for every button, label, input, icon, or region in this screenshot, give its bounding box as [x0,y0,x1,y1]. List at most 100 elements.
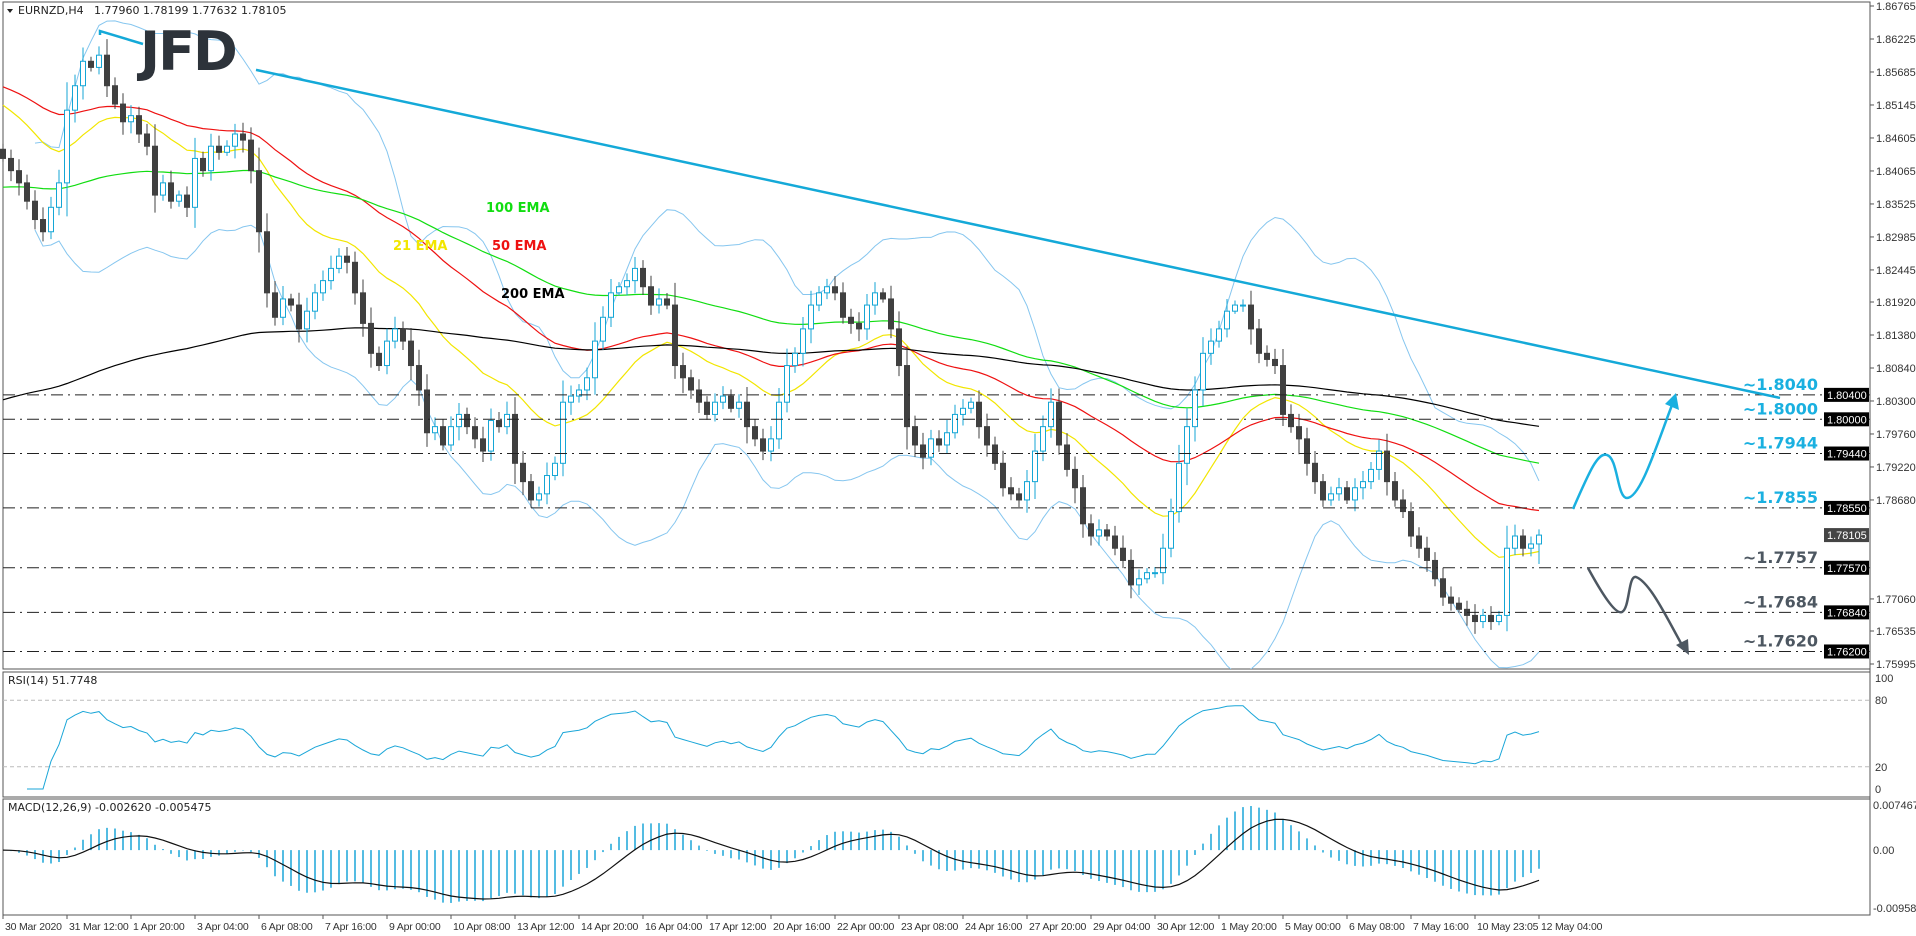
candle [440,419,446,451]
candle-body [24,182,30,202]
candle-body [1040,426,1046,452]
candle [600,306,606,350]
candle [216,135,222,160]
price-axis[interactable]: 1.86765 1.86225 1.85685 1.85145 1.84605 1.840… [1869,1,1916,915]
ohlc-readout: 1.77960 1.78199 1.77632 1.78105 [94,4,286,17]
candle [760,428,766,461]
symbol-label: EURNZD,H4 [18,4,84,17]
candle-body [1016,493,1022,501]
candle-body [1184,426,1190,464]
candle [248,127,254,184]
candle-body [576,389,582,397]
candle-body [888,298,894,330]
candle-body [1480,614,1486,623]
candle [1392,471,1398,507]
price-tick-label: 1.85145 [1876,100,1916,112]
candle-body [704,401,710,415]
level-label: ~1.7620 [1743,631,1818,650]
price-box-label: 1.80400 [1827,390,1867,402]
candle-body [64,109,70,184]
price-tick-label: 1.80840 [1876,363,1916,375]
candle-body [160,182,166,196]
time-tick-label: 1 Apr 20:00 [133,921,185,933]
trendline-segment [98,29,144,46]
bollinger-bands [34,20,1540,669]
candle [1088,514,1094,546]
candle [448,416,454,452]
candle-body [552,462,558,477]
price-tick-label: 1.78680 [1876,495,1916,507]
candle [1016,487,1022,508]
bearish-scenario-arrow [1586,567,1684,646]
candle-body [1048,401,1054,428]
candle [592,322,598,395]
candle-body [1536,534,1542,545]
candle [968,397,974,414]
candle [1000,450,1006,497]
candle-body [1160,547,1166,574]
price-panel[interactable]: ~1.8040 ~1.8000 ~1.7944 ~1.7855 ~1.7757 ~1.76… [0,20,1871,674]
price-tick-label: 1.86225 [1876,34,1916,46]
candle [1192,376,1198,442]
macd-panel[interactable] [2,806,1540,903]
candle [1472,604,1478,634]
candle-body [560,401,566,464]
analyst-drawings [98,29,1781,655]
candle-body [600,316,606,342]
candle [752,419,758,447]
candle [1448,586,1454,611]
candle-body [96,54,102,68]
candle-body [280,298,286,318]
candle [832,276,838,301]
candle [1312,450,1318,494]
time-tick-label: 14 Apr 20:00 [581,921,639,933]
candle [256,147,262,253]
candle [1480,608,1486,629]
rsi-panel[interactable] [3,699,1870,790]
candle [208,133,214,181]
bollinger-lower-line [34,224,1540,669]
dropdown-triangle-icon[interactable] [7,9,13,13]
jfd-logo: JFD [136,20,236,83]
candle [152,124,158,213]
candle-body [176,194,182,202]
candle-body [144,133,150,147]
candle-body [872,292,878,306]
candle-body [0,148,6,159]
candle [24,174,30,210]
candle [288,293,294,312]
candle [1320,473,1326,507]
candle-body [1112,535,1118,549]
candle-body [416,365,422,391]
time-tick-label: 6 Apr 08:00 [261,921,313,933]
candle-body [1216,328,1222,342]
candle-body [960,407,966,415]
candle-body [440,426,446,446]
candle-body [256,170,262,233]
candle [840,282,846,324]
candle-body [656,298,662,306]
level-label: ~1.7684 [1743,592,1818,611]
candle [1184,408,1190,486]
candle-body [928,438,934,458]
time-tick-label: 1 May 20:00 [1221,921,1277,933]
candle-body [1504,547,1510,616]
candle [16,159,22,196]
macd-tick-label: -0.00958 [1873,903,1916,915]
candle [184,186,190,217]
candle [64,82,70,217]
macd-title: MACD(12,26,9) -0.002620 -0.005475 [8,801,211,814]
price-box [1824,644,1869,659]
time-axis[interactable]: 30 Mar 2020 31 Mar 12:00 1 Apr 20:00 3 Apr … [2,915,1603,933]
time-tick-label: 16 Apr 04:00 [645,921,703,933]
candle-body [1456,602,1462,610]
panel-border [2,671,1871,798]
candle [360,279,366,337]
candle [504,401,510,435]
candle-body [1432,559,1438,580]
price-box-label: 1.78105 [1827,530,1867,542]
candle [888,285,894,339]
candle-body [1472,614,1478,623]
candle [1360,471,1366,500]
